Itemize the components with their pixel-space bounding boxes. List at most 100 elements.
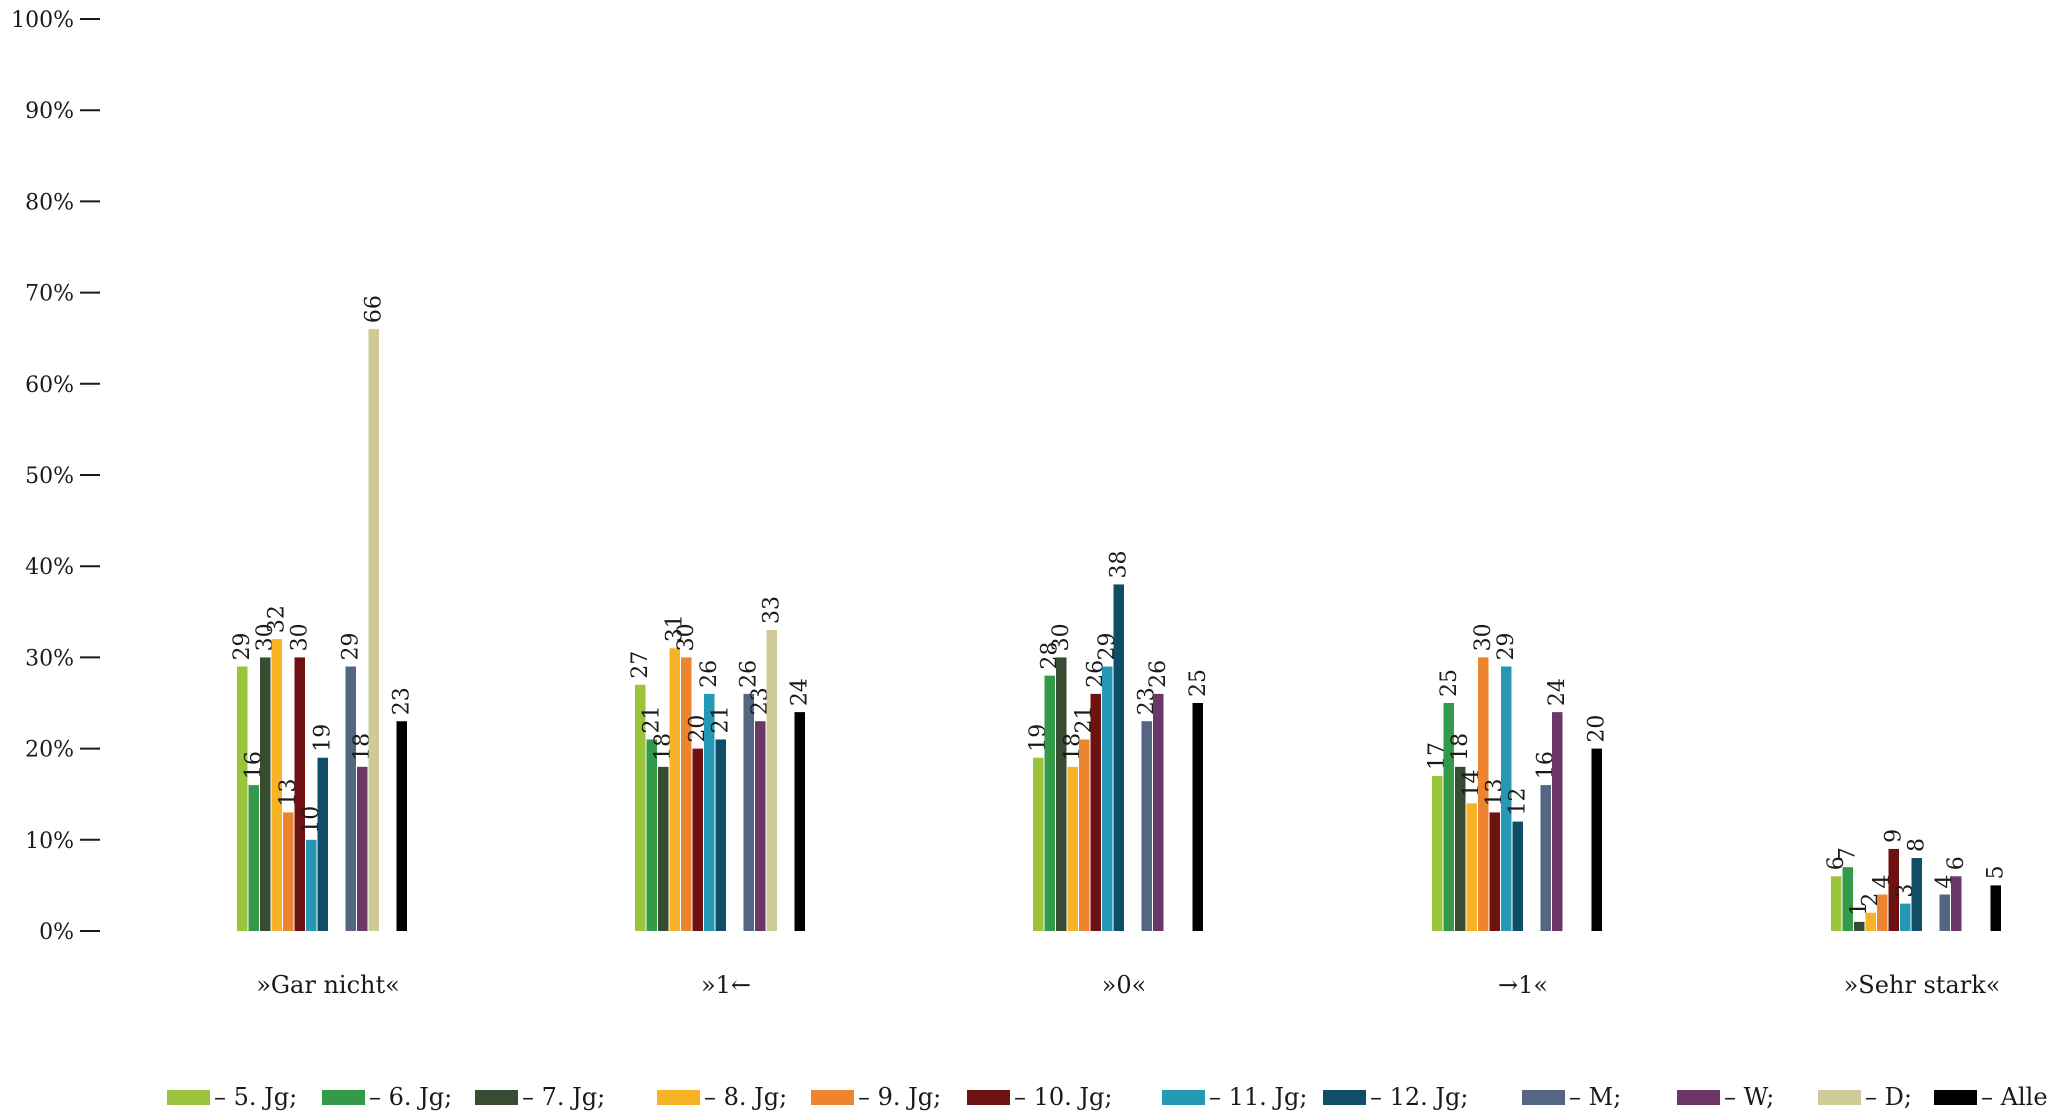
y-tick-label: 60% [25, 373, 74, 398]
data-label: 19 [311, 724, 336, 752]
y-tick-label: 70% [25, 282, 74, 307]
x-tick-label: »0« [1102, 971, 1147, 999]
x-tick-label: »Gar nicht« [256, 971, 400, 999]
bar [1466, 803, 1477, 931]
bar [1113, 584, 1124, 931]
bar [635, 684, 646, 931]
bar [1033, 757, 1044, 931]
y-tick-label: 80% [25, 190, 74, 215]
legend-swatch [967, 1090, 1010, 1105]
bar [1432, 775, 1443, 931]
data-label: 31 [663, 614, 688, 642]
data-label: 21 [640, 705, 665, 733]
y-tick-label: 90% [25, 99, 74, 124]
legend-label: – 7. Jg; [522, 1083, 605, 1111]
bar [1552, 712, 1563, 931]
bar [1990, 885, 2001, 931]
data-label: 8 [1905, 838, 1930, 852]
legend-swatch [657, 1090, 700, 1105]
data-label: 12 [1506, 788, 1531, 816]
legend-swatch [475, 1090, 518, 1105]
legend-label: – 12. Jg; [1370, 1083, 1469, 1111]
data-label: 29 [339, 633, 364, 661]
bar [1153, 693, 1164, 931]
data-label: 9 [1882, 829, 1907, 843]
data-label: 6 [1944, 856, 1969, 870]
bar [1951, 876, 1962, 931]
data-label: 32 [265, 605, 290, 633]
x-tick-label: →1« [1498, 971, 1548, 999]
bar [283, 812, 294, 931]
y-tick-label: 100% [11, 8, 74, 33]
data-label: 18 [1448, 733, 1473, 761]
bars: 2916303213301019291866232721183130202621… [230, 295, 2009, 932]
bar [1102, 666, 1113, 931]
bar [1489, 812, 1500, 931]
bar [1512, 821, 1523, 931]
bar [704, 693, 715, 931]
legend-label: – 11. Jg; [1209, 1083, 1308, 1111]
bar [1044, 675, 1055, 931]
legend-label: – 5. Jg; [214, 1083, 297, 1111]
legend-label: – M; [1569, 1083, 1621, 1111]
legend-label: – 10. Jg; [1014, 1083, 1113, 1111]
bar [1888, 848, 1899, 931]
bar [1455, 766, 1466, 931]
data-label: 38 [1107, 550, 1132, 578]
y-tick-label: 30% [25, 646, 74, 671]
data-label: 23 [390, 687, 415, 715]
bar [368, 329, 379, 932]
bar [1067, 766, 1078, 931]
y-tick-label: 0% [39, 920, 74, 945]
data-label: 30 [288, 623, 313, 651]
bar [1939, 894, 1950, 931]
data-label: 26 [1146, 660, 1171, 688]
legend-swatch [1162, 1090, 1205, 1105]
bar [345, 666, 356, 931]
legend-swatch [322, 1090, 365, 1105]
bar [1842, 867, 1853, 931]
legend-swatch [167, 1090, 210, 1105]
legend-swatch [1522, 1090, 1565, 1105]
data-label: 1 [1847, 902, 1872, 916]
bar [306, 839, 317, 931]
bar [1443, 703, 1454, 931]
bar [1478, 657, 1489, 931]
bar [1056, 657, 1067, 931]
y-tick-label: 40% [25, 555, 74, 580]
legend-swatch [1677, 1090, 1720, 1105]
legend-label: – 8. Jg; [704, 1083, 787, 1111]
data-label: 5 [1984, 865, 2009, 879]
data-label: 30 [674, 623, 699, 651]
legend-label: – D; [1865, 1083, 1912, 1111]
legend-label: – 9. Jg; [858, 1083, 941, 1111]
bar [715, 739, 726, 931]
legend-swatch [1818, 1090, 1861, 1105]
bar [1877, 894, 1888, 931]
bar [743, 693, 754, 931]
legend-swatch [811, 1090, 854, 1105]
legend-label: – Alle [1981, 1083, 2048, 1111]
legend-swatch [1323, 1090, 1366, 1105]
data-label: 25 [1437, 669, 1462, 697]
data-label: 66 [362, 295, 387, 323]
data-label: 26 [737, 660, 762, 688]
data-label: 25 [1186, 669, 1211, 697]
data-label: 6 [1824, 856, 1849, 870]
bar [1831, 876, 1842, 931]
bar [396, 721, 407, 931]
y-axis: 0% 10% 20% 30% 40% 50% 60% 70% 80% 90% 100% [11, 8, 100, 945]
bar [658, 766, 669, 931]
bar [1540, 785, 1551, 931]
bar [357, 766, 368, 931]
bar [755, 721, 766, 931]
data-label: 24 [788, 678, 813, 706]
bar [646, 739, 657, 931]
data-label: 30 [1471, 623, 1496, 651]
bar [1192, 703, 1203, 931]
data-label: 7 [1836, 847, 1861, 861]
bar [1911, 858, 1922, 931]
data-label: 30 [1049, 623, 1074, 651]
bar [1900, 903, 1911, 931]
